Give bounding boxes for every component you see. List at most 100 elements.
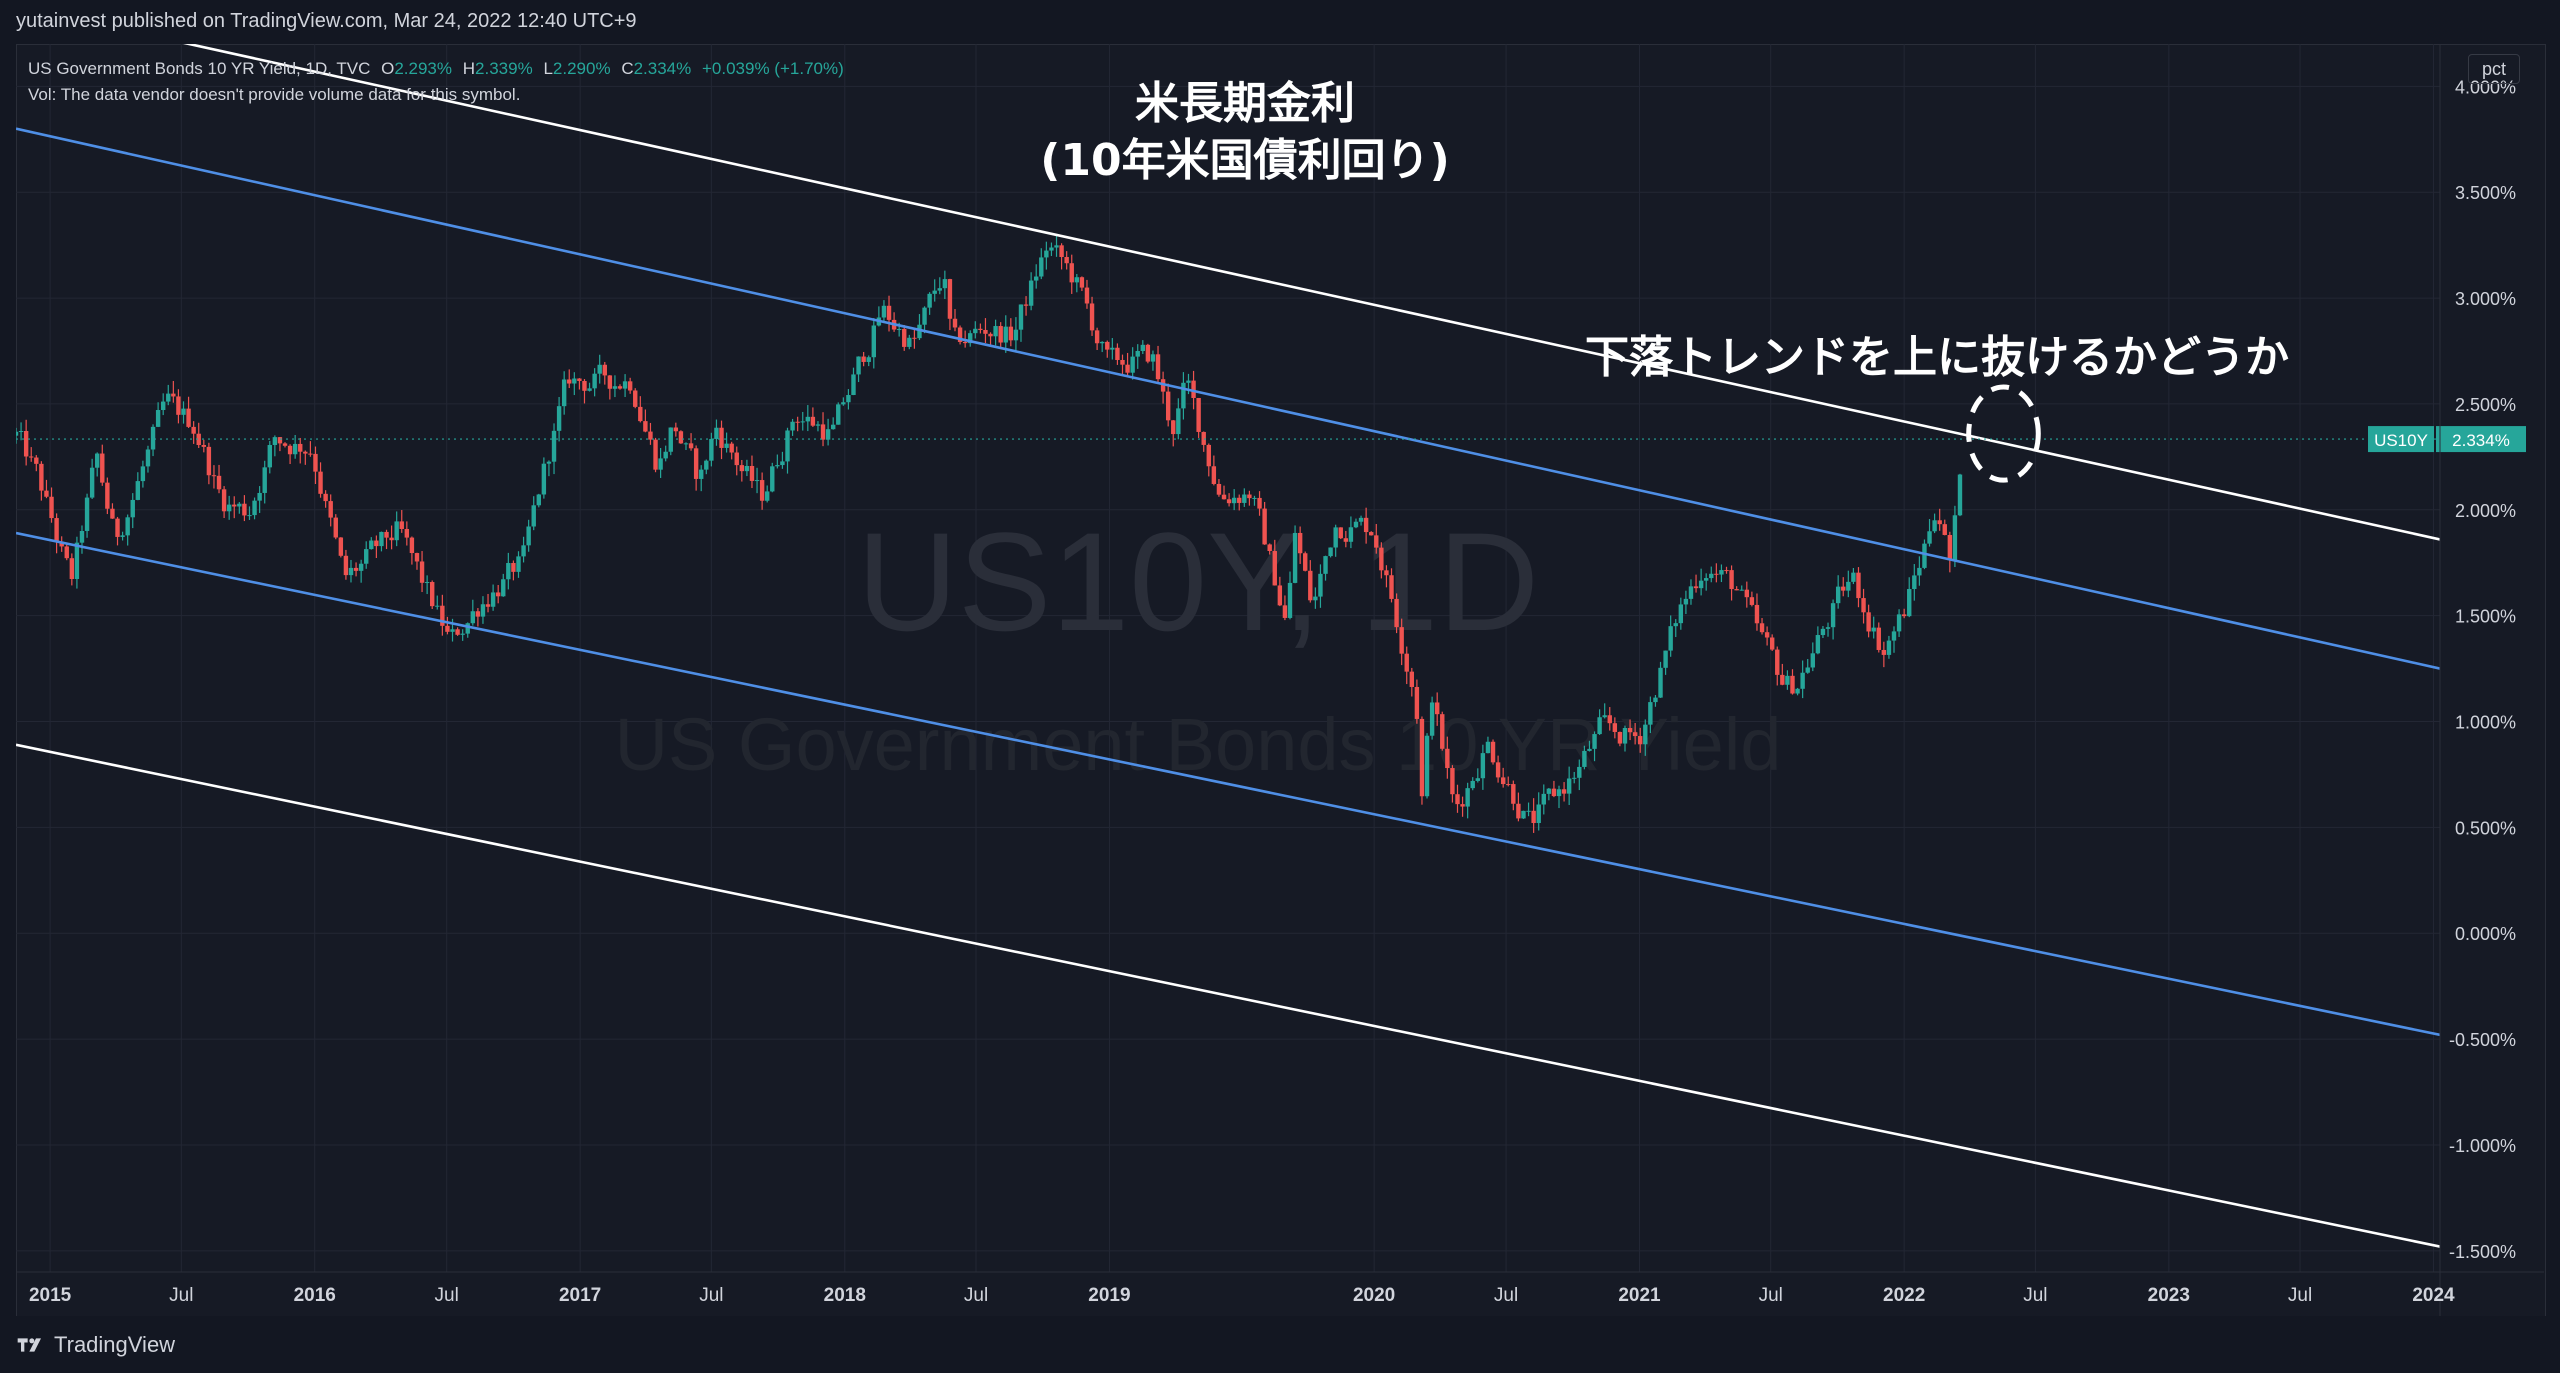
candle-body [282,443,288,446]
breakout-annotation: 下落トレンドを上に抜けるかどうか [1585,332,2289,383]
candle-body [262,467,267,493]
candle-body [1861,598,1866,613]
candle-body [404,528,410,538]
y-tick-label: -0.500% [2449,1030,2516,1050]
candle-body [1292,532,1298,583]
candle-body [69,558,75,580]
candle-body [1825,627,1831,629]
candle-body [1318,573,1323,597]
candle-body [252,500,257,516]
candle-body [780,461,785,466]
candle-body [1039,257,1044,277]
candle-body [1074,277,1080,283]
candle-body [460,633,465,635]
chart-legend: US Government Bonds 10 YR Yield, 1D, TVC… [28,56,844,108]
candle-body [1490,741,1496,763]
candle-body [902,329,907,347]
candle-body [962,341,968,344]
candle-body [115,518,120,537]
candle-body [450,629,455,632]
candle-body [419,561,425,583]
candle-body [1237,497,1242,503]
candle-body [1643,724,1648,745]
x-tick-label: 2015 [29,1285,72,1306]
chart-frame[interactable] [16,44,2546,1318]
candle-body [171,393,176,397]
candle-body [430,582,435,607]
candle-body [1394,598,1399,628]
candle-body [993,326,998,337]
candle-body [1577,766,1582,778]
brand[interactable]: TradingView [16,1332,175,1358]
candle-body [501,579,506,597]
unit-toggle-button[interactable]: pct [2468,54,2520,84]
candle-body [678,431,684,444]
candle-body [770,466,775,492]
candle-body [343,555,349,576]
candle-body [1008,326,1014,341]
candle-body [308,453,313,455]
candle-body [1120,359,1125,365]
candle-body [1506,784,1511,786]
candle-body [394,521,399,541]
candle-body [1242,494,1247,503]
candle-body [1638,736,1643,745]
candle-body [1440,714,1445,749]
candle-body [1313,596,1318,601]
candle-body [1790,675,1795,694]
candle-body [1221,494,1227,500]
candle-body [602,364,607,376]
candle-body [734,452,739,466]
candle-body [658,458,663,470]
candle-body [1648,702,1653,725]
candle-body [633,390,638,407]
candle-body [374,540,379,547]
y-axis: 4.000%3.500%3.000%2.500%2.000%1.500%1.00… [2449,77,2516,1261]
candle-body [348,567,354,576]
trend-channel-line-3 [16,531,2440,1037]
candle-body [1059,245,1064,258]
candle-body [638,406,643,422]
candle-body [490,592,496,607]
candle-body [587,388,592,391]
candle-body [1186,380,1191,383]
price-label-symbol: US10Y [2374,431,2428,450]
candle-body [455,629,460,635]
y-tick-label: 2.000% [2455,501,2516,521]
candle-body [318,471,323,494]
candle-body [1287,582,1293,618]
candle-body [861,356,866,362]
candle-body [1165,391,1171,421]
candle-body [1460,804,1465,807]
x-tick-label: 2018 [824,1285,866,1306]
candle-body [1333,527,1338,548]
candle-body [683,443,689,445]
candle-body [1775,649,1780,675]
candle-body [1851,572,1856,582]
candle-body [1079,277,1085,288]
candle-body [186,408,191,427]
candle-body [1597,717,1602,735]
y-tick-label: 0.500% [2455,818,2516,838]
candle-body [957,327,963,342]
candle-body [947,279,953,319]
candle-body [287,445,293,455]
candle-body [1105,341,1110,350]
x-tick-label: 2023 [2148,1285,2190,1306]
candle-body [1282,605,1288,618]
candle-body [1541,793,1546,805]
plot-area [16,44,2440,1248]
candle-body [1739,589,1744,591]
candle-body [627,381,633,391]
candle-body [1303,553,1308,571]
candle-body [572,378,577,384]
candle-body [74,542,80,580]
candle-body [34,457,39,464]
top-bar: yutainvest published on TradingView.com,… [0,0,2560,44]
candle-body [110,508,115,519]
candle-body [983,329,988,334]
candle-body [1308,570,1313,601]
candle-body [100,453,105,483]
candle-body [820,424,826,440]
